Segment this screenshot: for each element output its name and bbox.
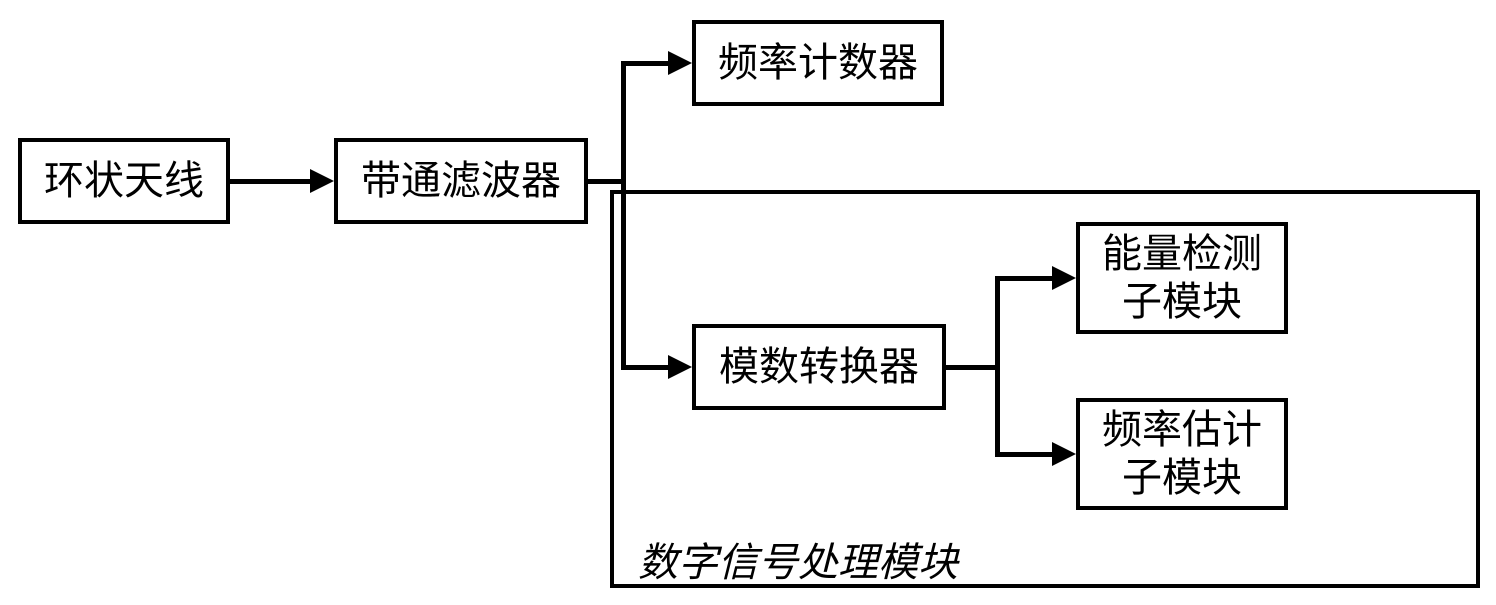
node-energy-detect: 能量检测 子模块 (1076, 222, 1288, 334)
arrow-antenna-filter (310, 169, 334, 193)
node-adc: 模数转换器 (692, 324, 946, 410)
edge-filter-counter-v (621, 61, 626, 184)
arrow-adc-freqest (1052, 442, 1076, 466)
node-bandpass-filter-label: 带通滤波器 (361, 157, 561, 205)
node-freq-estimate: 频率估计 子模块 (1076, 398, 1288, 510)
arrow-filter-adc (668, 355, 692, 379)
edge-adc-energy-h (995, 276, 1054, 281)
node-adc-label: 模数转换器 (719, 343, 919, 391)
edge-filter-adc-v (621, 179, 626, 369)
edge-filter-adc-h (621, 365, 670, 370)
node-freq-counter-label: 频率计数器 (718, 39, 918, 87)
edge-antenna-filter (230, 179, 312, 184)
node-loop-antenna-label: 环状天线 (44, 157, 204, 205)
node-freq-counter: 频率计数器 (692, 20, 944, 106)
edge-adc-branch-h (946, 365, 1000, 370)
node-loop-antenna: 环状天线 (18, 138, 230, 224)
module-dsp-label: 数字信号处理模块 (638, 530, 958, 588)
arrow-filter-counter (668, 51, 692, 75)
edge-adc-energy-v (995, 276, 1000, 370)
node-energy-detect-label: 能量检测 子模块 (1102, 230, 1262, 326)
edge-adc-freqest-v (995, 365, 1000, 456)
arrow-adc-energy (1052, 266, 1076, 290)
edge-adc-freqest-h (995, 452, 1054, 457)
node-bandpass-filter: 带通滤波器 (334, 138, 588, 224)
node-freq-estimate-label: 频率估计 子模块 (1102, 406, 1262, 502)
edge-filter-counter-h (621, 61, 670, 66)
